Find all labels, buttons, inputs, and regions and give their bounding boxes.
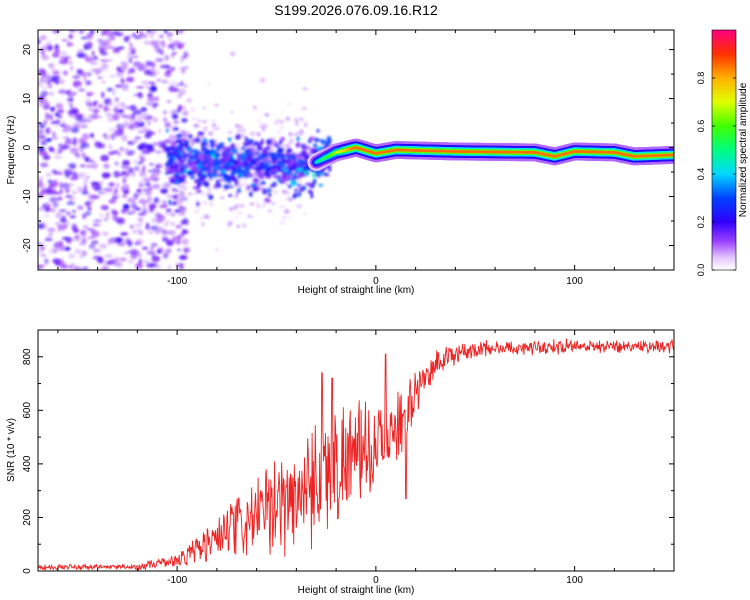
snr-frame	[37, 329, 675, 572]
snr-ylabel: SNR (10 * v/v)	[6, 418, 17, 482]
heatmap-ytick-label: -10	[22, 189, 33, 204]
colorbar-tick-label: 0.8	[696, 72, 706, 85]
colorbar-label: Normalized spectral amplitude	[738, 82, 749, 217]
heatmap-plot-area	[38, 30, 674, 270]
figure-title: S199.2026.076.09.16.R12	[274, 2, 438, 18]
heatmap-ytick-label: -20	[22, 238, 33, 253]
heatmap-ytick-label: 0	[22, 144, 33, 150]
snr-ytick-label: 400	[22, 455, 33, 472]
snr-ticks: -100 0 100 0 200 400 600 800	[22, 329, 674, 586]
colorbar-tick-label: 0.4	[696, 168, 706, 181]
heatmap-xtick-label: -100	[167, 276, 187, 287]
snr-xlabel: Height of straight line (km)	[298, 585, 415, 596]
snr-xtick-label: -100	[167, 575, 187, 586]
heatmap-ylabel: Frequency (Hz)	[6, 116, 17, 185]
colorbar	[711, 29, 737, 271]
snr-ytick-label: 600	[22, 402, 33, 419]
heatmap-ytick-label: 10	[22, 93, 33, 105]
colorbar-tick-label: 0.2	[696, 216, 706, 229]
heatmap-xtick-label: 0	[373, 276, 379, 287]
snr-ytick-label: 200	[22, 509, 33, 526]
heatmap-xtick-label: 100	[566, 276, 583, 287]
snr-ytick-label: 800	[22, 348, 33, 365]
snr-xtick-label: 100	[566, 575, 583, 586]
colorbar-tick-label: 0.0	[696, 264, 706, 277]
colorbar-ticks: 0.0 0.2 0.4 0.6 0.8	[696, 72, 736, 277]
heatmap-ytick-label: 20	[22, 44, 33, 56]
heatmap-frame	[37, 29, 675, 271]
snr-xtick-label: 0	[373, 575, 379, 586]
colorbar-tick-label: 0.6	[696, 120, 706, 133]
snr-ytick-label: 0	[22, 568, 33, 574]
snr-plot-area	[38, 338, 674, 571]
heatmap-xlabel: Height of straight line (km)	[298, 285, 415, 296]
snr-series-line	[38, 338, 674, 571]
